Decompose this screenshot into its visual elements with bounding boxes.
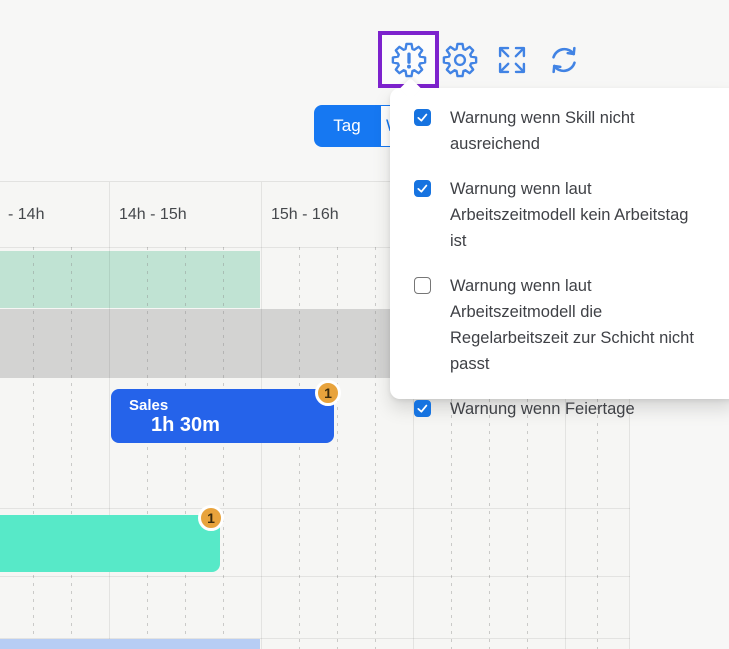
time-column-header: 14h - 15h bbox=[119, 205, 187, 223]
warning-option-label: Warnung wenn laut Arbeitszeitmodell die … bbox=[450, 277, 694, 373]
view-day-button[interactable]: Tag bbox=[314, 105, 380, 147]
checkbox-skill-warning[interactable] bbox=[414, 109, 431, 126]
warning-count-badge[interactable]: 1 bbox=[198, 505, 224, 531]
warning-option-row[interactable]: Warnung wenn laut Arbeitszeitmodell kein… bbox=[414, 176, 729, 254]
checkbox-holiday-warning[interactable] bbox=[414, 400, 431, 417]
grid-dotline bbox=[451, 247, 452, 649]
grid-dotline bbox=[33, 247, 34, 649]
planned-strip bbox=[0, 639, 260, 649]
time-column-header: - 14h bbox=[8, 205, 45, 223]
grid-line bbox=[0, 638, 630, 639]
grid-dotline bbox=[597, 247, 598, 649]
grid-line bbox=[109, 182, 110, 649]
warning-option-row[interactable]: Warnung wenn Skill nicht ausreichend bbox=[414, 105, 729, 157]
expand-fullscreen-button[interactable] bbox=[490, 38, 534, 82]
expand-icon bbox=[498, 46, 526, 74]
shift-event[interactable]: 1 bbox=[0, 505, 224, 572]
gear-alert-icon bbox=[391, 42, 426, 77]
availability-band bbox=[0, 251, 260, 308]
time-column-header: 15h - 16h bbox=[271, 205, 339, 223]
grid-dotline bbox=[71, 247, 72, 649]
settings-button[interactable] bbox=[438, 38, 482, 82]
warning-option-label: Warnung wenn laut Arbeitszeitmodell kein… bbox=[450, 180, 689, 250]
grid-line bbox=[0, 508, 630, 509]
grid-line bbox=[0, 247, 630, 248]
grid-dotline bbox=[223, 247, 224, 649]
refresh-button[interactable] bbox=[542, 38, 586, 82]
grid-line bbox=[0, 576, 630, 577]
grid-line bbox=[565, 182, 566, 649]
grid-line bbox=[413, 182, 414, 649]
grid-dotline bbox=[299, 247, 300, 649]
grid-dotline bbox=[527, 247, 528, 649]
checkmark-icon bbox=[417, 404, 428, 413]
grid-dotline bbox=[375, 247, 376, 649]
grid-dotline bbox=[185, 247, 186, 649]
section-divider bbox=[0, 181, 729, 182]
grid-dotline bbox=[337, 247, 338, 649]
grid-dotline bbox=[489, 247, 490, 649]
event-duration: 1h 30m bbox=[151, 414, 220, 436]
checkbox-workday-warning[interactable] bbox=[414, 180, 431, 197]
gear-icon bbox=[442, 42, 478, 78]
checkmark-icon bbox=[417, 113, 428, 122]
warning-option-label: Warnung wenn Feiertage bbox=[450, 400, 635, 418]
warning-option-label: Warnung wenn Skill nicht ausreichend bbox=[450, 109, 635, 153]
checkmark-icon bbox=[417, 184, 428, 193]
warning-options-dropdown: Warnung wenn Skill nicht ausreichend War… bbox=[390, 77, 729, 418]
refresh-icon bbox=[552, 46, 576, 74]
warning-option-row[interactable]: Warnung wenn Feiertage bbox=[414, 396, 729, 422]
grid-dotline bbox=[147, 247, 148, 649]
warning-count-badge[interactable]: 1 bbox=[315, 380, 341, 406]
shift-event-sales[interactable]: Sales 1h 30m 1 bbox=[111, 380, 341, 443]
warning-option-row[interactable]: Warnung wenn laut Arbeitszeitmodell die … bbox=[414, 273, 729, 377]
grid-line bbox=[629, 182, 630, 649]
event-title: Sales bbox=[129, 397, 169, 414]
checkbox-regular-hours-warning[interactable] bbox=[414, 277, 431, 294]
